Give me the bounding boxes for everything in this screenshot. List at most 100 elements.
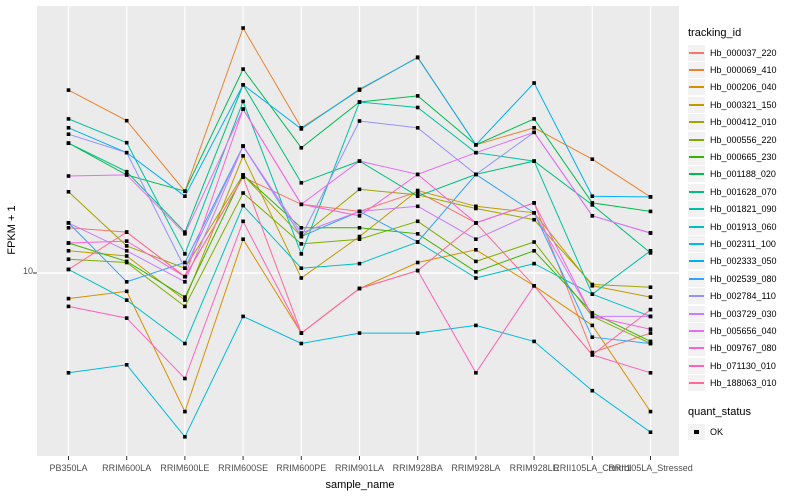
- data-point: [241, 191, 245, 195]
- data-point: [299, 276, 304, 280]
- legend-line-icon: [689, 277, 704, 280]
- data-point: [532, 339, 536, 344]
- data-point: [124, 239, 129, 243]
- legend-item-label: Hb_000069_410: [710, 65, 777, 76]
- data-point: [66, 126, 71, 130]
- data-point: [590, 201, 595, 205]
- data-point: [66, 132, 71, 136]
- data-point: [241, 67, 245, 71]
- data-point: [590, 203, 595, 207]
- legend-tracking-items: Hb_000037_220 Hb_000069_410 Hb_000206_040 H…: [688, 44, 777, 392]
- data-point: [415, 188, 420, 193]
- data-point: [66, 88, 71, 92]
- legend-item-label: Hb_001628_070: [710, 186, 777, 197]
- legend-line-icon: [689, 382, 704, 385]
- data-point: [124, 118, 129, 123]
- data-point: [648, 209, 653, 214]
- data-point: [415, 194, 420, 198]
- x-tick-label-PB350LA: PB350LA: [49, 463, 88, 473]
- legend-item-label: Hb_071130_010: [710, 360, 776, 371]
- data-point: [124, 254, 129, 258]
- legend-title-tracking-id: tracking_id: [688, 27, 742, 39]
- data-point: [299, 181, 304, 185]
- legend-item-label: Hb_000412_010: [710, 117, 777, 128]
- legend-key: [688, 357, 705, 374]
- data-point: [415, 172, 420, 177]
- quant-ok-key: [688, 423, 705, 440]
- legend-item-label: Hb_002333_050: [710, 256, 777, 267]
- legend-item-Hb_003729_030: Hb_003729_030: [688, 305, 777, 322]
- legend-key: [688, 166, 705, 183]
- data-point: [357, 237, 362, 241]
- legend-item-Hb_188063_010: Hb_188063_010: [688, 374, 777, 392]
- data-point: [183, 298, 187, 302]
- data-point: [357, 100, 362, 104]
- data-point: [183, 232, 187, 236]
- data-point: [532, 81, 536, 85]
- data-point: [124, 363, 129, 367]
- data-point: [183, 409, 187, 414]
- legend-item-label: Hb_002784_110: [710, 291, 776, 302]
- data-point: [590, 194, 595, 198]
- data-point: [474, 270, 478, 274]
- data-point: [124, 150, 129, 155]
- x-tick-label-RRIM600LA: RRIM600LA: [102, 463, 152, 473]
- data-point: [357, 286, 362, 291]
- x-tick-label-RRIM600LE: RRIM600LE: [160, 463, 210, 473]
- legend-key: [688, 44, 705, 61]
- legend-item-Hb_000037_220: Hb_000037_220: [688, 44, 777, 61]
- x-tick-label-RRII105LA_Stressed: RRII105LA_Stressed: [608, 463, 693, 473]
- legend-item-ok: OK: [688, 423, 777, 440]
- data-point: [648, 285, 653, 289]
- data-point: [124, 289, 129, 294]
- legend-key: [688, 114, 705, 131]
- data-point: [474, 206, 478, 211]
- data-point: [66, 190, 71, 194]
- data-point: [183, 295, 187, 299]
- x-tick-label-RRII105LA_Control: RRII105LA_Control: [553, 463, 632, 473]
- data-point: [183, 435, 187, 439]
- data-point: [648, 341, 653, 346]
- legend-key: [688, 375, 705, 392]
- data-point: [590, 214, 595, 218]
- data-point: [532, 201, 536, 205]
- data-point: [648, 307, 653, 312]
- data-point: [474, 248, 478, 252]
- data-point: [299, 226, 304, 230]
- legend-key: [688, 235, 705, 252]
- data-point: [241, 99, 245, 104]
- legend-item-label: Hb_003729_030: [710, 308, 777, 319]
- legend-item-Hb_002784_110: Hb_002784_110: [688, 287, 777, 305]
- data-point: [357, 234, 362, 239]
- data-point: [66, 249, 71, 253]
- data-point: [183, 376, 187, 381]
- data-point: [66, 221, 71, 225]
- legend-key: [688, 270, 705, 287]
- legend-line-icon: [689, 295, 704, 298]
- data-point: [648, 371, 653, 375]
- data-point: [415, 232, 420, 236]
- legend-key: [688, 322, 705, 339]
- data-point: [183, 266, 187, 270]
- legend-item-Hb_002333_050: Hb_002333_050: [688, 253, 777, 270]
- x-tick-label-RRIM600PE: RRIM600PE: [276, 463, 327, 473]
- legend-item-Hb_000321_150: Hb_000321_150: [688, 96, 777, 113]
- data-point: [183, 194, 187, 198]
- legend-key: [688, 218, 705, 235]
- legend-item-label: Hb_001188_020: [710, 169, 776, 180]
- data-point: [299, 202, 304, 207]
- data-point: [66, 117, 71, 121]
- legend-item-Hb_000665_230: Hb_000665_230: [688, 148, 777, 166]
- legend-line-icon: [689, 208, 704, 211]
- data-point: [590, 292, 595, 296]
- data-point: [357, 159, 362, 163]
- legend-item-Hb_071130_010: Hb_071130_010: [688, 357, 777, 374]
- data-point: [648, 195, 653, 199]
- data-point: [357, 187, 362, 192]
- legend-key: [688, 149, 705, 166]
- legend-key: [688, 288, 705, 305]
- legend-group-quant-status: quant_status OK: [688, 406, 777, 440]
- data-point: [474, 150, 478, 155]
- data-point: [124, 169, 129, 174]
- data-point: [532, 261, 536, 266]
